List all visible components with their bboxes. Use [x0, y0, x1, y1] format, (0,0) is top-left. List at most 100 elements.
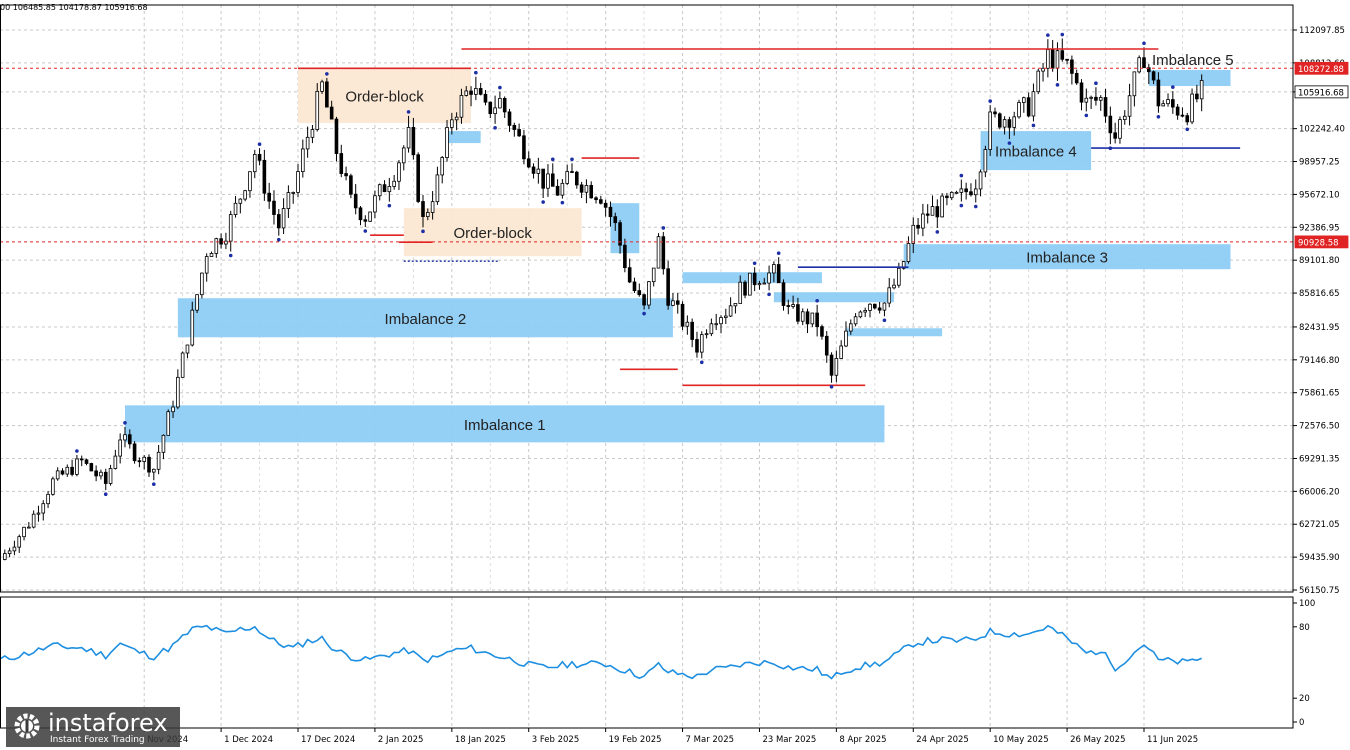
time-tick-label: 19 Feb 2025 — [609, 735, 662, 745]
zone-labels-layer: Imbalance 1 Imbalance 2 Imbalance 3 Imbalan… — [345, 52, 1233, 434]
candle — [12, 540, 17, 556]
candle-body — [690, 321, 694, 340]
candle — [60, 468, 65, 476]
fractal-marker — [829, 384, 834, 389]
candle-body — [1046, 49, 1050, 69]
candle-body — [964, 188, 968, 193]
candle — [675, 292, 680, 314]
candle — [820, 324, 824, 340]
time-tick-label: 3 Feb 2025 — [532, 735, 580, 745]
candle-body — [541, 168, 545, 189]
candle-body — [233, 202, 238, 215]
imbalance-label: Imbalance 4 — [995, 144, 1077, 161]
candle — [541, 168, 545, 199]
candle — [459, 88, 464, 124]
candle-body — [1089, 96, 1093, 99]
imbalance-zone — [1148, 70, 1231, 87]
imbalance-zone — [682, 272, 822, 284]
candle-body — [906, 243, 911, 262]
candle-body — [291, 191, 296, 194]
candle — [22, 526, 26, 541]
candle-body — [1103, 97, 1108, 117]
candle — [344, 166, 348, 181]
price-highlight-label: 105916.68 — [1298, 88, 1344, 98]
candle — [65, 464, 70, 477]
candle — [1122, 110, 1127, 125]
candle-body — [522, 135, 526, 160]
candle — [1137, 55, 1141, 74]
price-highlight-box — [1294, 61, 1349, 75]
candle-body — [498, 98, 502, 109]
candle-body — [627, 267, 632, 283]
candle-body — [1094, 96, 1098, 101]
candle-body — [834, 358, 839, 376]
candle — [748, 272, 752, 296]
candle — [493, 95, 497, 124]
candle-body — [118, 439, 122, 457]
candle — [594, 196, 598, 204]
ohlc-readout: 00 106485.85 104178.87 105916.68 — [0, 3, 148, 12]
candle — [647, 280, 651, 310]
candle-body — [632, 281, 637, 292]
candle — [848, 319, 853, 335]
candle-body — [55, 470, 60, 480]
candle — [1166, 93, 1170, 107]
candle-body — [969, 191, 973, 196]
gear-logo-icon — [14, 713, 40, 739]
candle-body — [1127, 95, 1132, 117]
fractal-marker — [541, 200, 545, 204]
candle-body — [84, 459, 89, 464]
candle-body — [474, 88, 478, 95]
candle-body — [12, 546, 17, 552]
candle-body — [873, 303, 877, 309]
candle — [305, 126, 310, 158]
candle — [1046, 39, 1050, 78]
candle-body — [228, 214, 233, 242]
candle — [892, 278, 896, 290]
candle-body — [147, 456, 151, 473]
candle-body — [248, 171, 252, 192]
fractal-marker — [988, 99, 992, 103]
candle-body — [1079, 82, 1084, 103]
candle-body — [709, 323, 714, 335]
candle-body — [925, 213, 930, 216]
imbalance-zone — [773, 292, 895, 303]
candle — [406, 115, 411, 153]
fractal-marker — [406, 110, 411, 114]
candle-body — [954, 191, 959, 194]
candle — [637, 283, 642, 297]
time-tick-label: 10 May 2025 — [993, 735, 1048, 745]
candle-body — [99, 471, 103, 477]
oscillator-pane — [0, 624, 1203, 680]
candle — [1041, 62, 1045, 82]
candle — [334, 116, 339, 162]
osc-tick-label: 20 — [1299, 694, 1310, 704]
imbalance-zone — [903, 244, 1231, 270]
candle — [89, 462, 94, 472]
time-tick-label: 1 Dec 2024 — [224, 735, 273, 745]
candle — [51, 476, 55, 496]
candle — [185, 344, 190, 359]
candle-body — [1026, 97, 1031, 117]
candle-body — [339, 153, 344, 174]
candle-body — [459, 95, 464, 118]
candle — [392, 174, 396, 190]
candle — [579, 181, 584, 199]
candle-body — [796, 304, 800, 322]
fractal-marker — [767, 292, 771, 297]
candle-body — [377, 184, 382, 197]
price-tick-label: 75861.65 — [1299, 389, 1340, 399]
candle-body — [1036, 70, 1041, 93]
candle — [1151, 70, 1156, 85]
candle — [142, 455, 147, 470]
candles-layer — [3, 38, 1204, 561]
candle — [916, 217, 920, 235]
candle — [1132, 71, 1137, 107]
fractal-marker — [959, 173, 964, 178]
candle — [190, 301, 195, 347]
candle-body — [507, 111, 512, 126]
candle — [363, 215, 368, 228]
candle-body — [483, 93, 488, 103]
candle-body — [935, 206, 940, 218]
